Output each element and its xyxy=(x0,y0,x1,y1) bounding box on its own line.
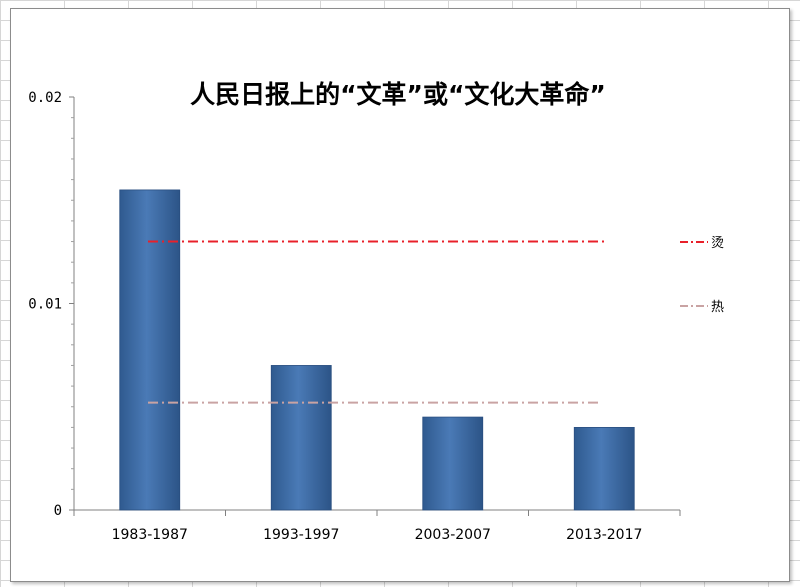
bar-2003-2007 xyxy=(422,416,484,511)
x-tick-label: 1983-1987 xyxy=(112,527,188,543)
legend-label: 烫 xyxy=(711,236,724,251)
x-tick-label: 1993-1997 xyxy=(263,527,339,543)
bar-1993-1997 xyxy=(270,365,332,511)
y-tick-label: 0.01 xyxy=(28,297,62,313)
x-tick-label: 2013-2017 xyxy=(566,527,642,543)
y-tick-label: 0 xyxy=(54,503,62,519)
bar-2013-2017 xyxy=(573,426,635,511)
x-tick-label: 2003-2007 xyxy=(415,527,491,543)
y-tick-label: 0.02 xyxy=(28,90,62,106)
legend-label: 热 xyxy=(711,300,724,315)
plot-area: 0 0.01 0.02 1983-1987 1993-1997 2003-2007 2013… xyxy=(28,90,681,543)
legend: 烫热 xyxy=(680,236,724,315)
bar-1983-1987 xyxy=(119,189,181,511)
chart-title: 人民日报上的“文革”或“文化大革命” xyxy=(190,80,606,109)
